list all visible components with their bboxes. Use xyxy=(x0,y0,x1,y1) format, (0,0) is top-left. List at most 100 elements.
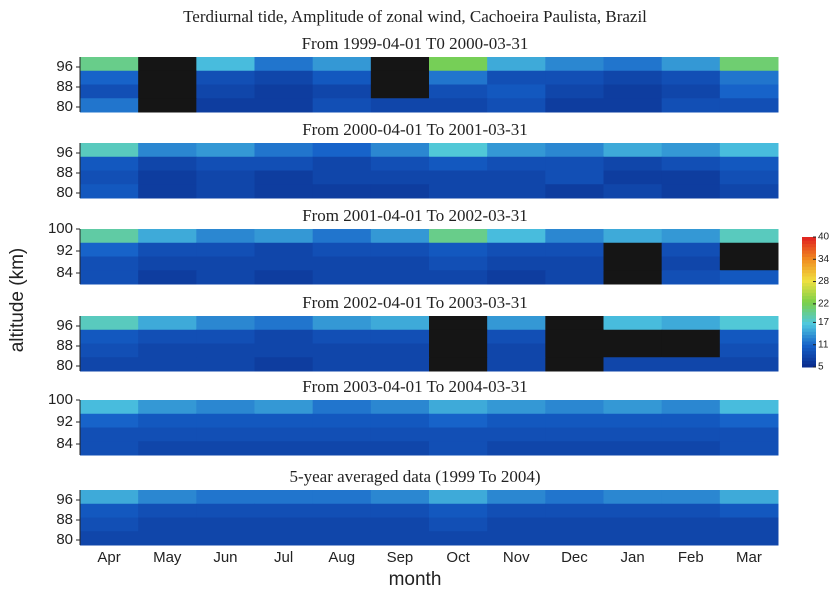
heatmap-cell xyxy=(196,329,255,344)
heatmap-cell xyxy=(545,400,604,415)
heatmap-cell xyxy=(312,170,372,185)
y-tick-label: 100 xyxy=(48,391,73,408)
heatmap-cell xyxy=(603,242,663,257)
heatmap-cell xyxy=(80,427,139,442)
heatmap-cell xyxy=(545,517,604,532)
heatmap-cell xyxy=(370,329,430,344)
heatmap-cell xyxy=(719,242,779,257)
y-axis-label: altitude (km) xyxy=(7,248,28,353)
heatmap-cell xyxy=(196,57,255,72)
colorbar-segment xyxy=(802,305,816,309)
heatmap-cell xyxy=(254,143,314,158)
colorbar-segment xyxy=(802,302,816,306)
heatmap-cell xyxy=(370,98,430,113)
colorbar-segment xyxy=(802,256,816,261)
colorbar-segment xyxy=(802,269,816,274)
heatmap-cell xyxy=(603,316,663,331)
heatmap-cell xyxy=(719,143,779,158)
colorbar-segment xyxy=(802,341,816,345)
heatmap-cell xyxy=(661,184,721,199)
heatmap-cell xyxy=(545,229,604,244)
heatmap-cell xyxy=(370,316,430,331)
y-tick-label: 100 xyxy=(48,220,73,237)
heatmap-cell xyxy=(487,503,546,518)
heatmap-cell xyxy=(312,343,372,358)
heatmap-cell xyxy=(254,531,314,546)
heatmap-cell xyxy=(719,84,779,99)
heatmap-cell xyxy=(80,143,139,158)
colorbar-segment xyxy=(802,334,816,339)
heatmap-cell xyxy=(487,84,546,99)
heatmap-cell xyxy=(429,343,488,358)
y-tick-label: 96 xyxy=(56,491,73,508)
heatmap-cell xyxy=(661,413,721,428)
colorbar-segment xyxy=(802,246,816,251)
colorbar-tick-label: 28 xyxy=(818,276,830,287)
heatmap-cell xyxy=(370,270,430,285)
heatmap-cell xyxy=(138,517,197,532)
heatmap-cell xyxy=(487,256,546,271)
heatmap-cell xyxy=(196,184,255,199)
colorbar-segment xyxy=(802,315,816,319)
heatmap-cell xyxy=(138,156,197,171)
heatmap-cell xyxy=(312,517,372,532)
heatmap-cell xyxy=(719,427,779,442)
heatmap-cell xyxy=(370,517,430,532)
heatmap-cell xyxy=(429,184,488,199)
heatmap-cell xyxy=(487,441,546,456)
heatmap-cell xyxy=(196,503,255,518)
heatmap-cell xyxy=(603,57,663,72)
heatmap-cell xyxy=(138,98,197,113)
heatmap-cell xyxy=(312,143,372,158)
heatmap-cell xyxy=(312,242,372,257)
heatmap-cell xyxy=(719,441,779,456)
heatmap-cell xyxy=(138,343,197,358)
colorbar-segment xyxy=(802,354,816,358)
heatmap-cell xyxy=(545,531,604,546)
chart-title: Terdiurnal tide, Amplitude of zonal wind… xyxy=(183,7,647,26)
heatmap-cell xyxy=(196,441,255,456)
heatmap-cell xyxy=(196,256,255,271)
heatmap-cell xyxy=(429,143,488,158)
heatmap-cell xyxy=(603,531,663,546)
heatmap-cell xyxy=(545,170,604,185)
colorbar-segment xyxy=(802,318,816,322)
x-axis-label: month xyxy=(389,569,442,589)
heatmap-cell xyxy=(661,316,721,331)
heatmap-cell xyxy=(312,503,372,518)
heatmap-cell xyxy=(429,413,488,428)
heatmap-cell xyxy=(370,413,430,428)
heatmap-cell xyxy=(487,70,546,85)
colorbar-tick-label: 40 xyxy=(818,232,830,243)
heatmap-cell xyxy=(719,343,779,358)
heatmap-cell xyxy=(80,70,139,85)
heatmap-cell xyxy=(487,98,546,113)
heatmap-cell xyxy=(370,143,430,158)
heatmap-cell xyxy=(254,84,314,99)
heatmap-cell xyxy=(487,413,546,428)
heatmap-cell xyxy=(429,316,488,331)
colorbar-segment xyxy=(802,253,816,257)
colorbar-tick-label: 11 xyxy=(818,339,829,350)
heatmap-cell xyxy=(661,490,721,505)
y-tick-label: 84 xyxy=(56,435,73,452)
heatmap-cell xyxy=(196,427,255,442)
heatmap-cell xyxy=(603,329,663,344)
heatmap-cell xyxy=(661,170,721,185)
heatmap-cell xyxy=(719,98,779,113)
heatmap-cell xyxy=(545,143,604,158)
heatmap-cell xyxy=(80,184,139,199)
y-tick-label: 88 xyxy=(56,78,73,95)
heatmap-cell xyxy=(138,242,197,257)
heatmap-cell xyxy=(545,256,604,271)
heatmap-cell xyxy=(370,343,430,358)
heatmap-cell xyxy=(370,57,430,72)
heatmap-cell xyxy=(603,229,663,244)
heatmap-cell xyxy=(603,270,663,285)
heatmap-cell xyxy=(80,441,139,456)
heatmap-cell xyxy=(545,490,604,505)
colorbar-segment xyxy=(802,344,816,348)
y-tick-label: 96 xyxy=(56,144,73,161)
heatmap-cell xyxy=(661,156,721,171)
heatmap-cell xyxy=(138,413,197,428)
